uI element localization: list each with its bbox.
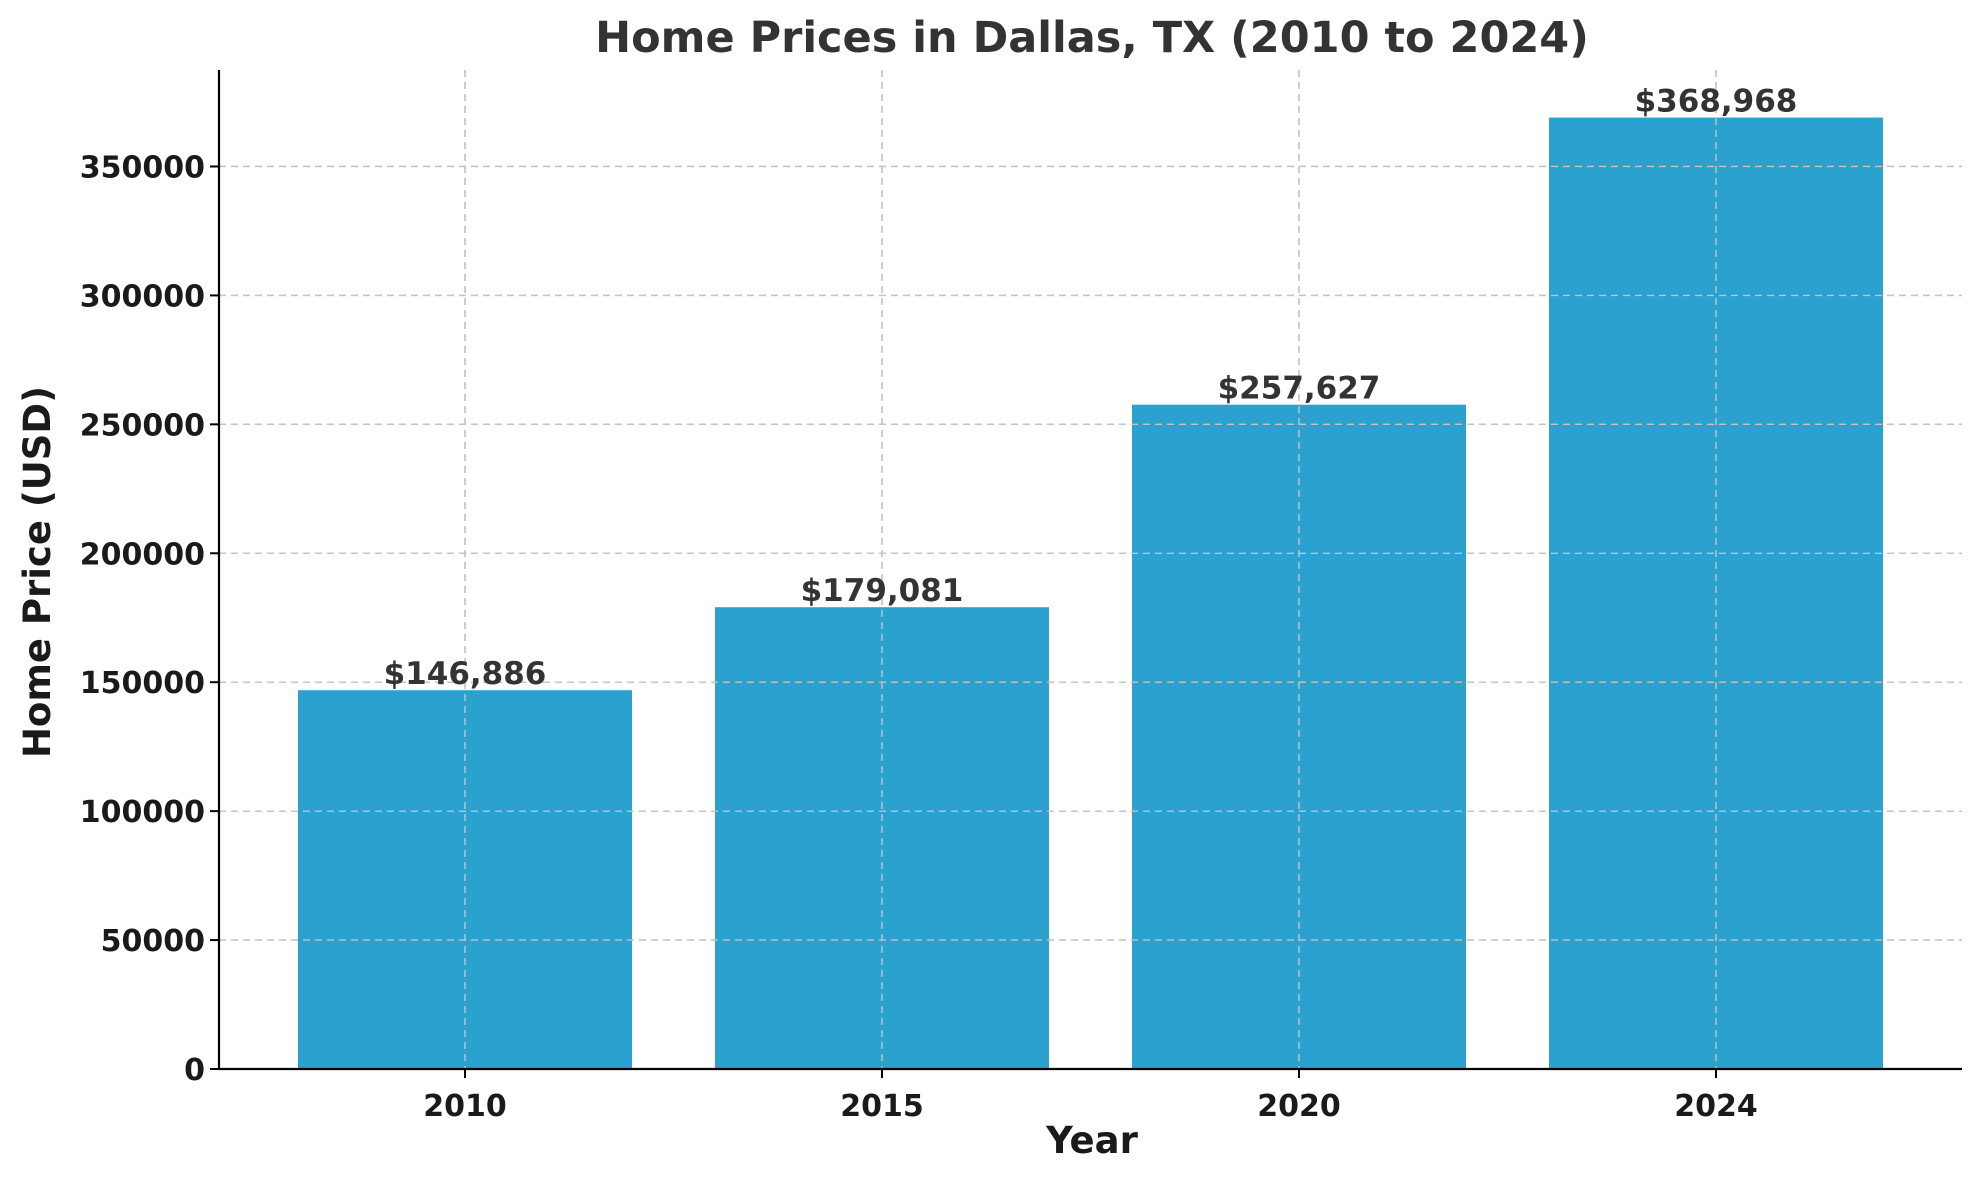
data-label: $257,627 — [1218, 371, 1381, 407]
data-label: $179,081 — [801, 573, 964, 609]
x-tick-label: 2010 — [423, 1089, 507, 1124]
y-tick-label: 100000 — [80, 795, 205, 830]
y-tick-label: 50000 — [101, 924, 205, 959]
y-tick-label: 200000 — [80, 537, 205, 572]
y-tick-label: 150000 — [80, 666, 205, 701]
y-axis-title: Home Price (USD) — [16, 386, 59, 758]
bar-layer — [219, 70, 1962, 1070]
data-label: $368,968 — [1635, 84, 1798, 120]
label-layer: 0 50000 100000 150000 200000 250000 300000 3500… — [80, 84, 1798, 1124]
chart-title: Home Prices in Dallas, TX (2010 to 2024) — [595, 13, 1589, 63]
x-tick-label: 2020 — [1257, 1089, 1341, 1124]
y-tick-label: 350000 — [80, 150, 205, 185]
y-tick-label: 0 — [184, 1053, 205, 1088]
x-axis-title: Year — [1045, 1119, 1138, 1162]
axis-layer — [210, 70, 1962, 1078]
x-tick-label: 2015 — [840, 1089, 924, 1124]
y-tick-label: 300000 — [80, 279, 205, 314]
x-tick-label: 2024 — [1674, 1089, 1758, 1124]
y-tick-label: 250000 — [80, 408, 205, 443]
data-label: $146,886 — [384, 656, 547, 692]
